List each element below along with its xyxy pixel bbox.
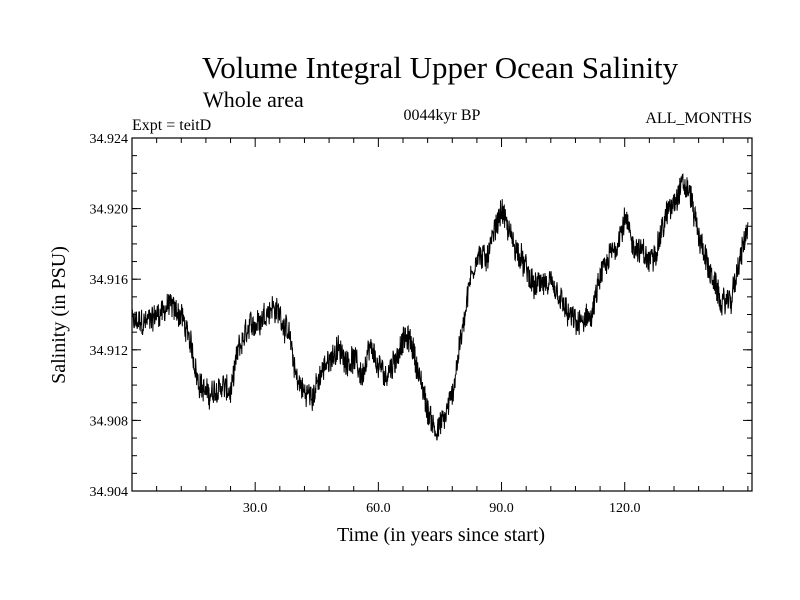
plot-frame [131,137,753,492]
experiment-label: Expt = teitD [132,117,211,134]
y-tick-label: 34.920 [90,203,129,218]
y-tick-label: 34.908 [90,414,129,429]
y-tick-label: 34.912 [90,344,129,359]
x-tick-label: 60.0 [366,501,391,516]
chart-subtitle: Whole area [203,87,304,112]
x-axis-title: Time (in years since start) [337,524,545,546]
x-tick-label: 30.0 [243,501,268,516]
months-label: ALL_MONTHS [645,110,752,127]
y-tick-label: 34.916 [90,273,129,288]
y-tick-label: 34.924 [90,132,129,147]
x-tick-label: 120.0 [609,501,641,516]
period-label: 0044kyr BP [404,107,481,124]
x-tick-label: 90.0 [489,501,514,516]
y-axis-title: Salinity (in PSU) [48,246,70,384]
y-tick-label: 34.904 [90,485,129,500]
series-line-salinity [131,173,749,441]
chart-title: Volume Integral Upper Ocean Salinity [202,50,679,85]
